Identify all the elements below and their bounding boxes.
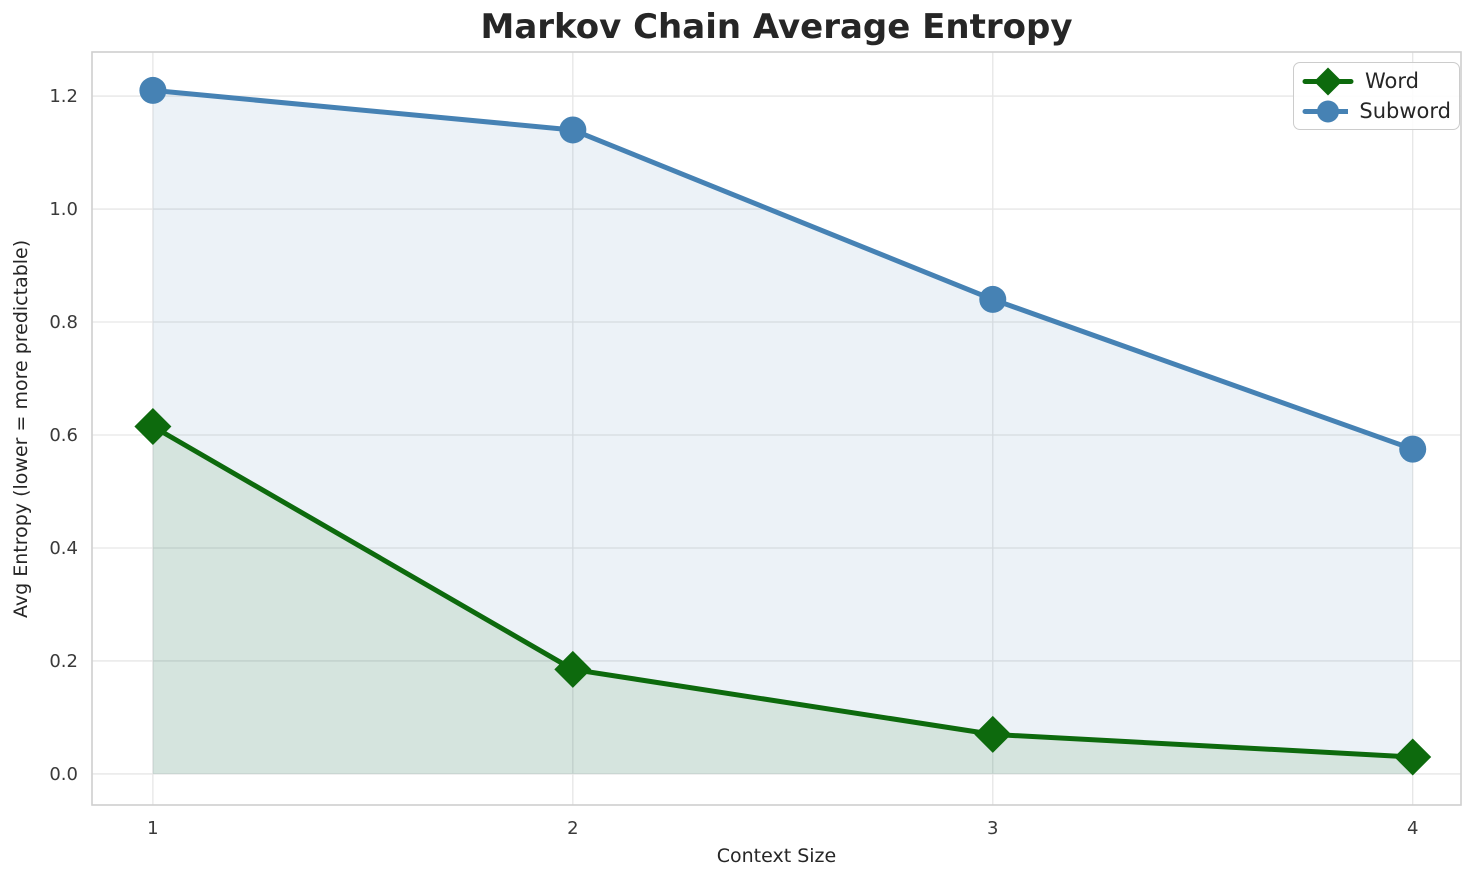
data-point-word [554, 650, 592, 688]
circle-marker-icon [1302, 100, 1349, 122]
area-fill-subword [152, 90, 1413, 774]
chart-title: Markov Chain Average Entropy [480, 7, 1073, 47]
y-tick-label: 1.2 [49, 86, 78, 107]
data-point-word [134, 408, 172, 446]
data-point-word [974, 715, 1012, 753]
data-point-subword [559, 116, 587, 144]
y-tick-label: 0.2 [49, 651, 78, 672]
series-line-subword [150, 87, 1416, 452]
y-tick-label: 0.0 [49, 764, 78, 785]
legend: Word Subword [1293, 62, 1460, 130]
data-point-subword [1399, 435, 1427, 463]
diamond-marker-icon [1302, 67, 1354, 95]
series-line-word [150, 424, 1416, 760]
y-tick-label: 0.4 [49, 538, 78, 559]
x-axis-label: Context Size [716, 845, 837, 867]
legend-entry-word: Word [1302, 67, 1451, 96]
y-tick-label: 1.0 [49, 199, 78, 220]
axes-spines [91, 51, 1462, 806]
y-tick-label: 0.6 [49, 425, 78, 446]
data-point-subword [979, 285, 1007, 313]
x-tick-label: 4 [1407, 818, 1418, 839]
legend-entry-subword: Subword [1302, 97, 1451, 126]
x-tick-label: 3 [987, 818, 998, 839]
data-point-word [1394, 738, 1432, 776]
legend-label: Word [1365, 68, 1419, 93]
legend-label: Subword [1359, 98, 1451, 123]
y-tick-label: 0.8 [49, 312, 78, 333]
x-tick-label: 1 [147, 818, 158, 839]
x-tick-label: 2 [567, 818, 578, 839]
data-point-subword [139, 76, 167, 104]
area-fill-word [152, 426, 1413, 774]
